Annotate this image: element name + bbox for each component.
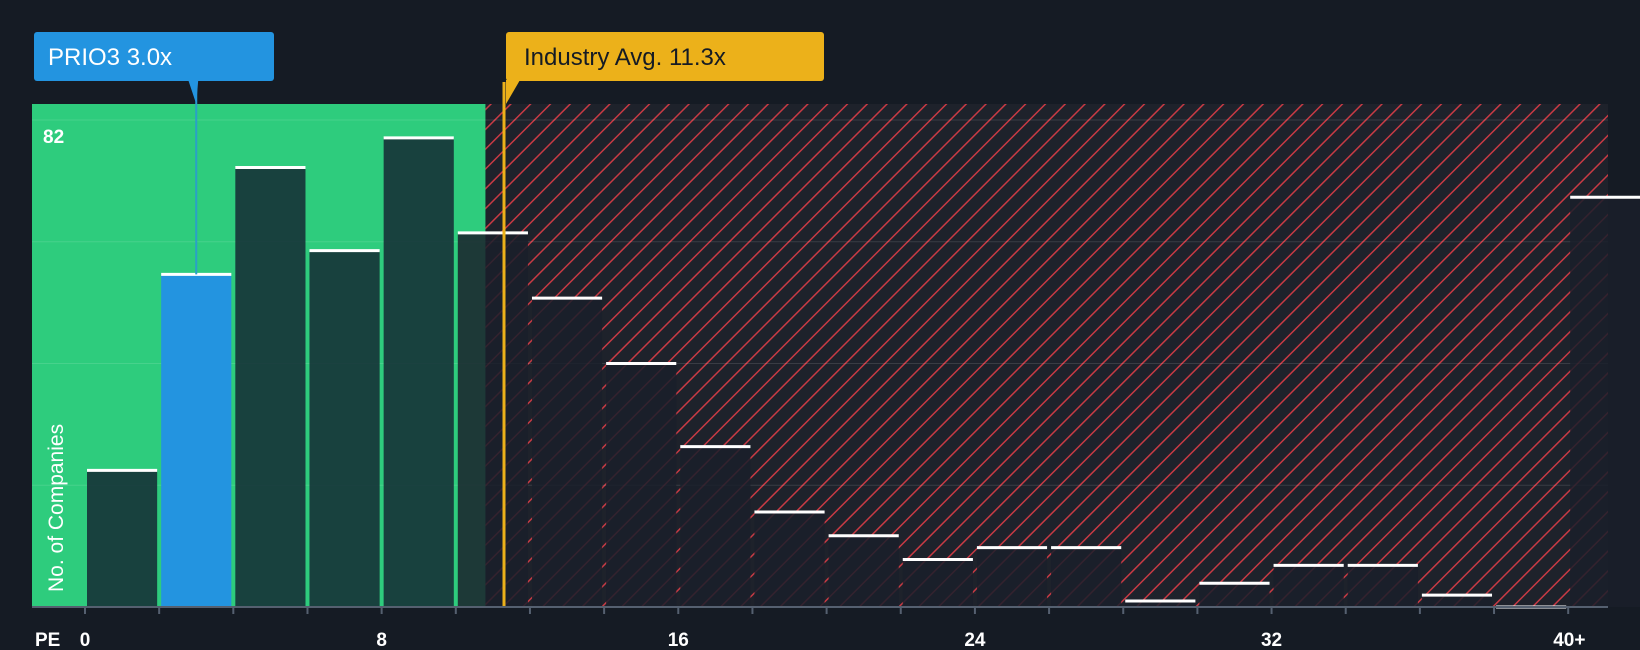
bar-bin-8 <box>383 137 454 607</box>
x-tick-label-1: 8 <box>376 630 387 650</box>
x-axis-label: PE <box>35 630 60 650</box>
bar-bin-14 <box>606 363 677 607</box>
x-tick-label-0: 0 <box>80 630 91 650</box>
company-callout-pointer <box>188 80 199 104</box>
bar-bin-32 <box>1273 565 1344 607</box>
bar-bin-16 <box>680 446 751 607</box>
bar-bin-0 <box>87 470 158 607</box>
x-tick-label-5: 40+ <box>1553 630 1585 650</box>
bar-bin-10 <box>457 232 528 607</box>
x-tick-label-2: 16 <box>668 630 689 650</box>
bar-bin-34 <box>1347 565 1418 607</box>
bar-bin-28 <box>1125 601 1196 607</box>
y-max-label: 82 <box>43 127 64 148</box>
bar-bin-2 <box>161 274 232 607</box>
y-axis-label: No. of Companies <box>45 424 68 592</box>
industry-callout-pointer <box>506 80 520 104</box>
x-tick-label-3: 24 <box>964 630 986 650</box>
bar-bin-22 <box>902 559 973 607</box>
bar-bin-6 <box>309 250 380 607</box>
bar-bin-4 <box>235 167 306 607</box>
industry-callout-box <box>506 32 824 81</box>
company-callout-box <box>34 32 274 81</box>
bar-bin-12 <box>531 298 603 607</box>
bar-bin-40 <box>1570 197 1640 607</box>
bar-bin-36 <box>1421 595 1493 607</box>
bar-bin-20 <box>828 535 899 607</box>
bar-bin-30 <box>1199 583 1270 607</box>
company-callout-label: PRIO3 3.0x <box>48 44 172 71</box>
bar-bin-26 <box>1051 547 1122 607</box>
industry-callout-label: Industry Avg. 11.3x <box>524 44 726 71</box>
bar-bin-18 <box>754 511 825 607</box>
x-tick-label-4: 32 <box>1261 630 1282 650</box>
bar-bin-24 <box>976 547 1048 607</box>
